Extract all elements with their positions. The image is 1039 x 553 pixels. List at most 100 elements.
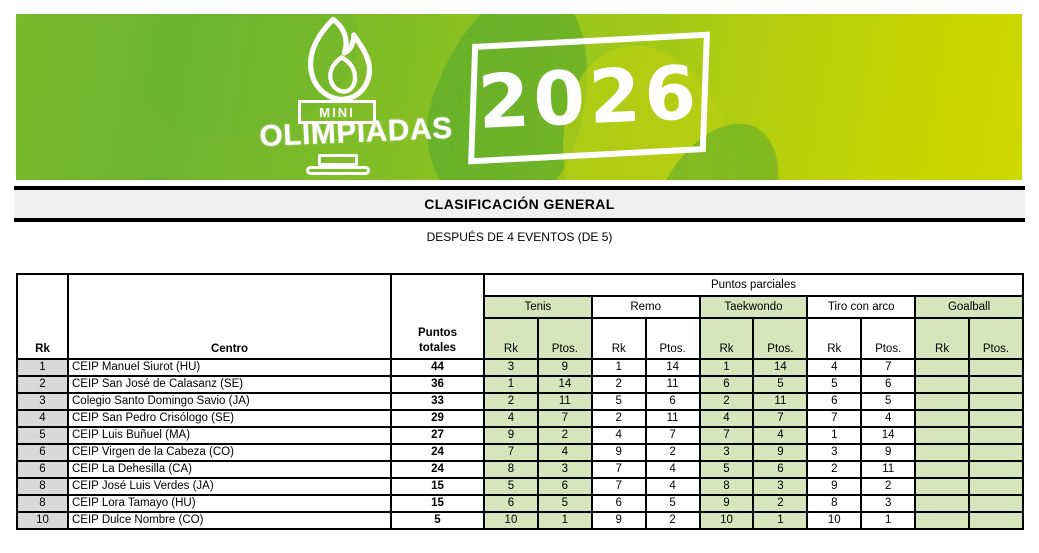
sub-points-header-tiro-con-arco: Ptos. — [860, 317, 917, 360]
score-points-cell-tiro-con-arco: 4 — [860, 409, 917, 428]
score-rank-cell-tiro-con-arco: 3 — [806, 443, 863, 462]
score-points-cell-tiro-con-arco: 5 — [860, 392, 917, 411]
score-points-cell-tiro-con-arco: 2 — [860, 477, 917, 496]
sub-rank-header-taekwondo: Rk — [698, 317, 755, 360]
standings-rows: 1 CEIP Manuel Siurot (HU) 44 3 9 1 14 1 14 4 7 2 CEI… — [16, 358, 1024, 530]
score-points-cell-tiro-con-arco: 1 — [860, 511, 917, 530]
header-center: Centro — [67, 273, 392, 360]
score-points-cell-remo: 5 — [644, 494, 701, 513]
score-rank-cell-tenis: 2 — [483, 392, 539, 411]
table-row: 4 CEIP San Pedro Crisólogo (SE) 29 4 7 2 11 4 7 7… — [16, 409, 1024, 428]
sport-header-goalball: Goalball — [914, 295, 1024, 319]
center-name-cell: CEIP Manuel Siurot (HU) — [67, 358, 392, 377]
score-points-cell-remo: 4 — [644, 460, 701, 479]
score-rank-cell-taekwondo: 2 — [698, 392, 755, 411]
table-row: 10 CEIP Dulce Nombre (CO) 5 10 1 9 2 10 1 10 1 — [16, 511, 1024, 530]
torch-flame-icon — [308, 16, 372, 102]
score-points-cell-tiro-con-arco: 3 — [860, 494, 917, 513]
logo-mini-text: MINI — [319, 104, 355, 120]
center-name-cell: CEIP José Luis Verdes (JA) — [67, 477, 392, 496]
score-points-cell-tiro-con-arco: 9 — [860, 443, 917, 462]
score-rank-cell-tiro-con-arco: 5 — [806, 375, 863, 394]
sport-header-tenis: Tenis — [483, 295, 593, 319]
center-name-cell: CEIP Lora Tamayo (HU) — [67, 494, 392, 513]
score-points-cell-remo: 2 — [644, 443, 701, 462]
score-points-cell-taekwondo: 3 — [752, 477, 809, 496]
score-points-cell-tenis: 6 — [536, 477, 593, 496]
sub-rank-header-tiro-con-arco: Rk — [806, 317, 863, 360]
score-points-cell-remo: 14 — [644, 358, 701, 377]
score-rank-cell-tiro-con-arco: 6 — [806, 392, 863, 411]
sub-points-header-taekwondo: Ptos. — [752, 317, 809, 360]
logo-mini-box: MINI — [298, 100, 376, 124]
sub-rank-header-remo: Rk — [590, 317, 647, 360]
title-band: CLASIFICACIÓN GENERAL — [14, 186, 1025, 222]
score-rank-cell-goalball — [914, 358, 971, 377]
score-points-cell-tenis: 3 — [536, 460, 593, 479]
score-points-cell-taekwondo: 5 — [752, 375, 809, 394]
year-frame: 2026 — [468, 31, 710, 165]
score-rank-cell-taekwondo: 3 — [698, 443, 755, 462]
center-name-cell: CEIP Luis Buñuel (MA) — [67, 426, 392, 445]
score-points-cell-tenis: 1 — [536, 511, 593, 530]
table-row: 5 CEIP Luis Buñuel (MA) 27 9 2 4 7 7 4 1 14 — [16, 426, 1024, 445]
center-name-cell: CEIP San José de Calasanz (SE) — [67, 375, 392, 394]
score-rank-cell-remo: 5 — [590, 392, 647, 411]
score-points-cell-remo: 11 — [644, 409, 701, 428]
score-points-cell-goalball — [968, 443, 1024, 462]
score-rank-cell-tenis: 7 — [483, 443, 539, 462]
score-rank-cell-tenis: 5 — [483, 477, 539, 496]
score-points-cell-taekwondo: 7 — [752, 409, 809, 428]
rank-cell: 5 — [16, 426, 69, 445]
score-rank-cell-tiro-con-arco: 7 — [806, 409, 863, 428]
score-rank-cell-taekwondo: 4 — [698, 409, 755, 428]
total-points-cell: 5 — [390, 511, 485, 530]
score-rank-cell-tenis: 10 — [483, 511, 539, 530]
score-rank-cell-tenis: 1 — [483, 375, 539, 394]
sport-header-tiro-con-arco: Tiro con arco — [806, 295, 917, 319]
header-partial-points: Puntos parciales — [483, 273, 1024, 297]
table-row: 6 CEIP Virgen de la Cabeza (CO) 24 7 4 9 2 3 9 3 9 — [16, 443, 1024, 462]
banner: MINI OLIMPIADAS 2026 — [16, 14, 1022, 180]
sport-subheaders-row: Rk Ptos. Rk Ptos. Rk Ptos. Rk Ptos. Rk Ptos. — [17, 317, 1024, 360]
sub-rank-header-tenis: Rk — [483, 317, 539, 360]
score-rank-cell-goalball — [914, 392, 971, 411]
logo-pedestal-base — [306, 166, 370, 175]
score-rank-cell-tenis: 9 — [483, 426, 539, 445]
score-points-cell-goalball — [968, 511, 1024, 530]
rank-cell: 4 — [16, 409, 69, 428]
score-rank-cell-tenis: 6 — [483, 494, 539, 513]
sub-rank-header-goalball: Rk — [914, 317, 971, 360]
score-rank-cell-taekwondo: 9 — [698, 494, 755, 513]
score-rank-cell-taekwondo: 6 — [698, 375, 755, 394]
score-points-cell-goalball — [968, 426, 1024, 445]
score-rank-cell-remo: 2 — [590, 409, 647, 428]
logo-pedestal — [318, 154, 358, 166]
score-points-cell-tiro-con-arco: 14 — [860, 426, 917, 445]
score-points-cell-tenis: 4 — [536, 443, 593, 462]
sport-header-remo: Remo — [590, 295, 701, 319]
score-points-cell-taekwondo: 4 — [752, 426, 809, 445]
score-points-cell-remo: 4 — [644, 477, 701, 496]
score-points-cell-remo: 11 — [644, 375, 701, 394]
score-rank-cell-goalball — [914, 477, 971, 496]
score-points-cell-tenis: 9 — [536, 358, 593, 377]
score-points-cell-goalball — [968, 409, 1024, 428]
center-name-cell: CEIP San Pedro Crisólogo (SE) — [67, 409, 392, 428]
score-points-cell-goalball — [968, 460, 1024, 479]
sub-points-header-goalball: Ptos. — [968, 317, 1024, 360]
score-rank-cell-tiro-con-arco: 9 — [806, 477, 863, 496]
score-rank-cell-goalball — [914, 494, 971, 513]
score-points-cell-tiro-con-arco: 6 — [860, 375, 917, 394]
table-row: 3 Colegio Santo Domingo Savio (JA) 33 2 11 5 6… — [16, 392, 1024, 411]
page-title: CLASIFICACIÓN GENERAL — [424, 196, 615, 212]
header-rank: Rk — [16, 273, 69, 360]
score-rank-cell-tiro-con-arco: 8 — [806, 494, 863, 513]
table-row: 1 CEIP Manuel Siurot (HU) 44 3 9 1 14 1 14 4 7 — [16, 358, 1024, 377]
rank-cell: 6 — [16, 443, 69, 462]
score-points-cell-taekwondo: 1 — [752, 511, 809, 530]
table-row: 6 CEIP La Dehesilla (CA) 24 8 3 7 4 5 6 2 11 — [16, 460, 1024, 479]
score-points-cell-tenis: 14 — [536, 375, 593, 394]
header-total-points: Puntos totales — [390, 273, 485, 360]
score-points-cell-tenis: 7 — [536, 409, 593, 428]
